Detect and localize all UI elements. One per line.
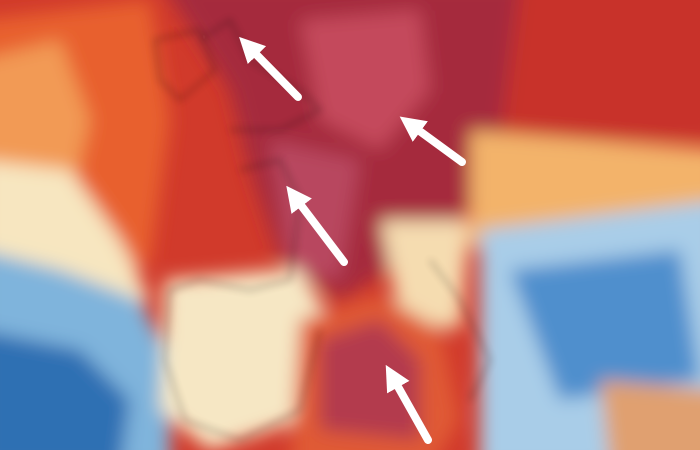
uk-coast	[199, 19, 321, 131]
france-pink	[270, 140, 360, 280]
arrow	[286, 185, 348, 266]
balkans-cold	[510, 250, 700, 400]
iberia-pale	[160, 268, 330, 450]
arrow	[239, 36, 302, 101]
med-core	[320, 320, 420, 440]
arrow	[399, 116, 466, 166]
southeast-warm	[600, 380, 700, 450]
wind-arrows	[239, 36, 466, 444]
ireland-coast	[154, 29, 216, 101]
arrow	[385, 364, 432, 444]
heat-pink	[300, 10, 430, 150]
atlantic-cold	[0, 334, 130, 450]
east-red	[500, 0, 700, 140]
alps-pale	[380, 220, 470, 330]
italy-coast	[429, 259, 491, 401]
